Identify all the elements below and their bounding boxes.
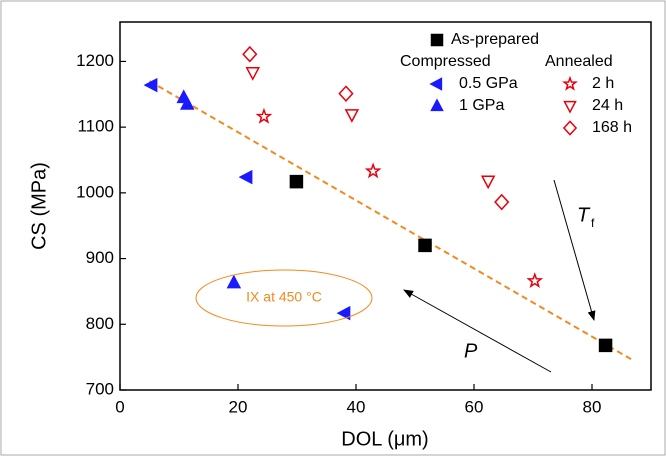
arrow: [553, 179, 596, 321]
x-tick-label: 80: [583, 397, 602, 416]
y-tick-label: 800: [86, 314, 114, 333]
annotation: IX at 450 °C: [246, 289, 322, 305]
point: [245, 67, 260, 81]
y-tick-label: 700: [86, 379, 114, 398]
annotation-ellipse: [195, 269, 373, 327]
legend-label: 0.5 GPa: [459, 75, 518, 92]
legend-marker: [562, 75, 578, 91]
point: [336, 305, 351, 321]
point: [364, 162, 382, 179]
x-tick-label: 40: [347, 397, 366, 416]
point: [418, 238, 432, 253]
legend-label: As-prepared: [451, 31, 539, 48]
legend-label: 24 h: [592, 97, 623, 114]
plot-area: [119, 21, 652, 391]
legend-label: 168 h: [592, 119, 632, 136]
y-tick-label: 1100: [77, 117, 114, 136]
point: [480, 175, 496, 190]
point: [344, 109, 360, 123]
annotation: T: [577, 204, 591, 226]
y-tick-label: 1000: [76, 182, 114, 201]
legend-marker: [429, 77, 443, 91]
legend-label: 2 h: [592, 75, 614, 92]
annotation-subscript: f: [591, 216, 595, 230]
point: [598, 338, 613, 353]
y-tick-label: 1200: [76, 51, 114, 70]
x-tick-label: 20: [229, 397, 248, 416]
point: [180, 95, 195, 110]
point: [143, 77, 158, 93]
legend-marker: [430, 33, 444, 47]
annotation: P: [464, 340, 478, 362]
point: [226, 274, 242, 289]
point: [238, 169, 253, 185]
legend-group: Compressed: [400, 53, 491, 70]
y-axis-title: CS (MPa): [28, 162, 50, 250]
x-axis-title: DOL (μm): [341, 428, 428, 450]
point: [526, 272, 544, 289]
legend-marker: [430, 98, 444, 112]
legend-marker: [563, 100, 577, 114]
point: [494, 193, 510, 211]
point: [289, 174, 304, 189]
point: [242, 45, 258, 63]
x-tick-label: 60: [465, 397, 484, 416]
fit-line: [149, 80, 634, 362]
legend-label: 1 GPa: [459, 97, 504, 114]
point: [255, 107, 273, 124]
legend-marker: [562, 120, 578, 136]
x-tick-label: 0: [115, 397, 124, 416]
arrow: [403, 289, 552, 373]
point: [338, 85, 354, 102]
legend-group: Annealed: [545, 53, 613, 70]
y-tick-label: 900: [86, 248, 114, 267]
